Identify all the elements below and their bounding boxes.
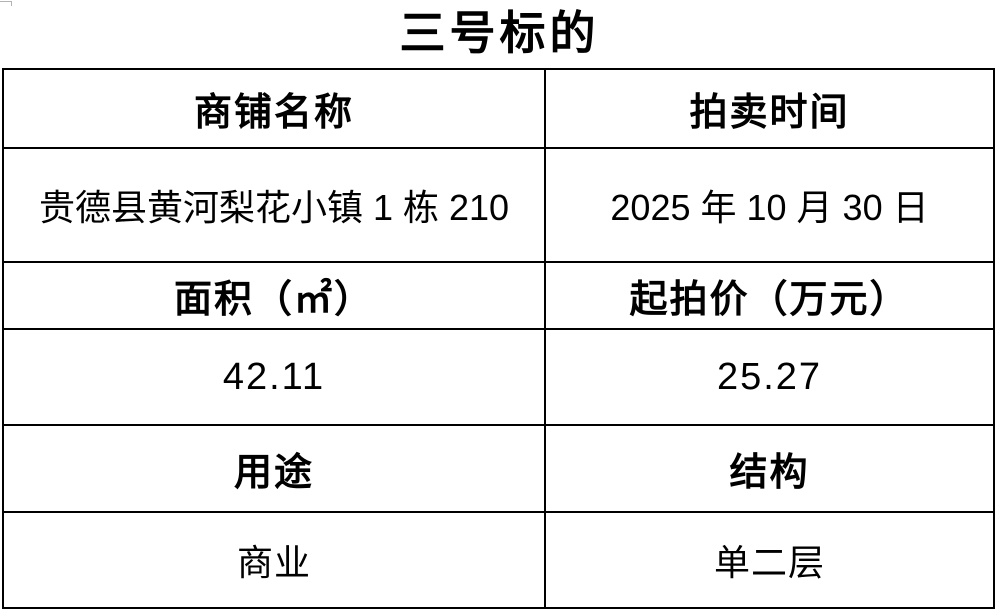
value-auction-date: 2025 年 10 月 30 日 [544, 147, 995, 263]
table-row: 商业 单二层 [2, 511, 995, 609]
page-corner-mark [0, 1, 12, 6]
header-structure: 结构 [544, 424, 995, 513]
header-usage: 用途 [2, 424, 546, 513]
page-title: 三号标的 [399, 8, 600, 59]
header-area: 面积（㎡） [2, 261, 546, 330]
table-row: 用途 结构 [2, 424, 995, 513]
table-row: 商铺名称 拍卖时间 [2, 68, 995, 149]
value-shop-name: 贵德县黄河梨花小镇 1 栋 210 [2, 147, 546, 263]
table-row: 42.11 25.27 [2, 328, 995, 426]
table-row: 面积（㎡） 起拍价（万元） [2, 261, 995, 330]
table-row: 贵德县黄河梨花小镇 1 栋 210 2025 年 10 月 30 日 [2, 147, 995, 263]
value-area: 42.11 [2, 328, 546, 426]
value-starting-price: 25.27 [544, 328, 995, 426]
header-shop-name: 商铺名称 [2, 68, 546, 149]
value-structure: 单二层 [544, 511, 995, 609]
header-starting-price: 起拍价（万元） [544, 261, 995, 330]
value-usage: 商业 [2, 511, 546, 609]
header-auction-time: 拍卖时间 [544, 68, 995, 149]
lot-info-table: 商铺名称 拍卖时间 贵德县黄河梨花小镇 1 栋 210 2025 年 10 月 … [2, 68, 995, 609]
